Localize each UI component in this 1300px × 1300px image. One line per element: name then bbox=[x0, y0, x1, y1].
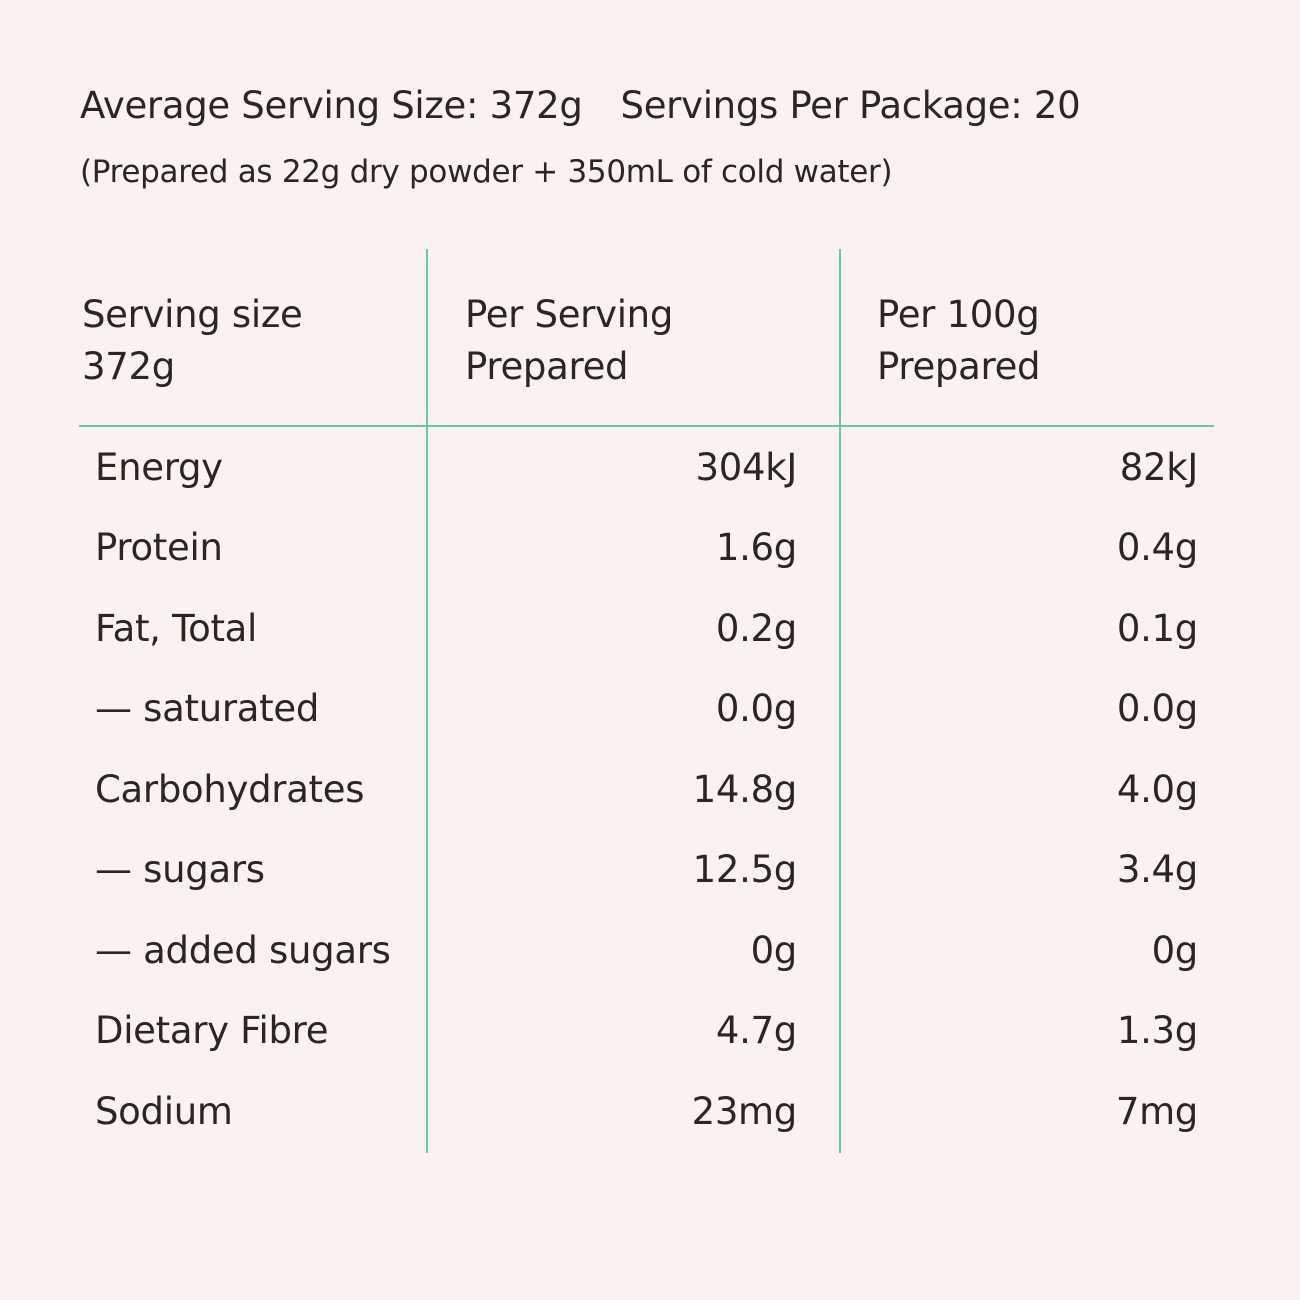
table-row-protein: Protein 1.6g 0.4g bbox=[0, 508, 1300, 588]
column-header-line1: Per 100g bbox=[877, 293, 1040, 336]
per-100g-value: 4.0g bbox=[1116, 768, 1198, 811]
per-serving-value: 14.8g bbox=[692, 768, 798, 811]
per-100g-value: 0g bbox=[1151, 929, 1199, 972]
column-header-per-serving: Per Serving Prepared bbox=[465, 289, 673, 393]
row-label: — saturated bbox=[95, 687, 320, 730]
row-label: Sodium bbox=[95, 1090, 233, 1133]
per-serving-value: 1.6g bbox=[715, 526, 797, 569]
table-row-saturated: — saturated 0.0g 0.0g bbox=[0, 669, 1300, 749]
servings-per-package: Servings Per Package: 20 bbox=[620, 84, 1081, 127]
per-serving-value: 4.7g bbox=[715, 1009, 797, 1052]
per-100g-value: 1.3g bbox=[1116, 1009, 1198, 1052]
row-label: — added sugars bbox=[95, 929, 391, 972]
column-divider-2 bbox=[839, 249, 841, 1153]
per-serving-value: 23mg bbox=[691, 1090, 798, 1133]
per-100g-value: 0.1g bbox=[1116, 607, 1198, 650]
per-serving-value: 304kJ bbox=[695, 446, 798, 489]
column-header-line2: Prepared bbox=[877, 345, 1041, 388]
per-serving-value: 0.0g bbox=[715, 687, 797, 730]
per-100g-value: 7mg bbox=[1115, 1090, 1198, 1133]
per-serving-value: 0g bbox=[750, 929, 798, 972]
column-divider-1 bbox=[426, 249, 428, 1153]
row-label: Carbohydrates bbox=[95, 768, 365, 811]
row-label: Fat, Total bbox=[95, 607, 258, 650]
serving-summary: Average Serving Size: 372g Servings Per P… bbox=[80, 84, 1081, 127]
table-row-fat-total: Fat, Total 0.2g 0.1g bbox=[0, 589, 1300, 669]
average-serving-size: Average Serving Size: 372g bbox=[80, 84, 583, 127]
column-header-line1: Serving size bbox=[82, 293, 303, 336]
header-divider bbox=[79, 425, 1214, 427]
per-100g-value: 0.4g bbox=[1116, 526, 1198, 569]
column-header-line2: 372g bbox=[82, 345, 175, 388]
row-label: Dietary Fibre bbox=[95, 1009, 329, 1052]
row-label: — sugars bbox=[95, 848, 265, 891]
per-100g-value: 3.4g bbox=[1116, 848, 1198, 891]
per-serving-value: 0.2g bbox=[715, 607, 797, 650]
table-row-dietary-fibre: Dietary Fibre 4.7g 1.3g bbox=[0, 991, 1300, 1071]
per-100g-value: 0.0g bbox=[1116, 687, 1198, 730]
column-header-per-100g: Per 100g Prepared bbox=[877, 289, 1041, 393]
row-label: Protein bbox=[95, 526, 223, 569]
row-label: Energy bbox=[95, 446, 223, 489]
table-row-added-sugars: — added sugars 0g 0g bbox=[0, 911, 1300, 991]
table-row-energy: Energy 304kJ 82kJ bbox=[0, 428, 1300, 508]
table-row-sugars: — sugars 12.5g 3.4g bbox=[0, 830, 1300, 910]
table-row-sodium: Sodium 23mg 7mg bbox=[0, 1072, 1300, 1152]
preparation-note: (Prepared as 22g dry powder + 350mL of c… bbox=[80, 154, 893, 190]
per-100g-value: 82kJ bbox=[1119, 446, 1199, 489]
table-row-carbohydrates: Carbohydrates 14.8g 4.0g bbox=[0, 750, 1300, 830]
column-header-line2: Prepared bbox=[465, 345, 629, 388]
per-serving-value: 12.5g bbox=[692, 848, 798, 891]
column-header-line1: Per Serving bbox=[465, 293, 674, 336]
column-header-serving-size: Serving size 372g bbox=[82, 289, 303, 393]
